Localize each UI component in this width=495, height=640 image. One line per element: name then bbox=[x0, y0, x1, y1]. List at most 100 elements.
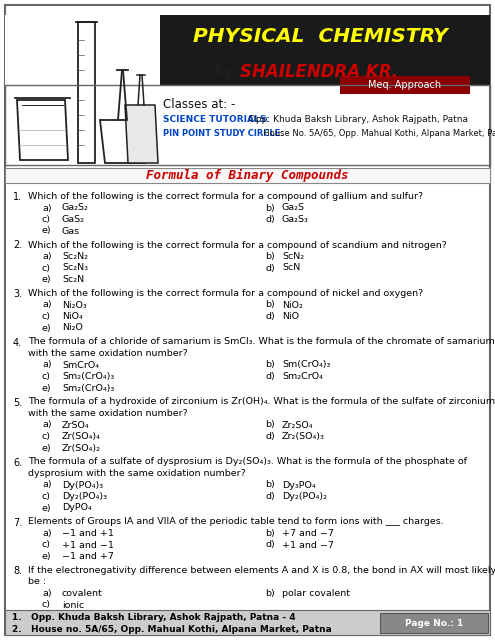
Text: e): e) bbox=[42, 323, 51, 333]
Text: c): c) bbox=[42, 541, 51, 550]
Text: Ni₂O₃: Ni₂O₃ bbox=[62, 301, 87, 310]
Text: Sc₂N: Sc₂N bbox=[62, 275, 84, 284]
Text: +1 and −7: +1 and −7 bbox=[282, 541, 334, 550]
Text: a): a) bbox=[42, 252, 51, 261]
Text: a): a) bbox=[42, 360, 51, 369]
Text: 8.: 8. bbox=[13, 566, 22, 576]
Text: Classes at: -: Classes at: - bbox=[163, 99, 236, 111]
Text: d): d) bbox=[265, 312, 275, 321]
Text: covalent: covalent bbox=[62, 589, 103, 598]
Text: a): a) bbox=[42, 301, 51, 310]
Text: If the electronegativity difference between elements A and X is 0.8, the bond in: If the electronegativity difference betw… bbox=[28, 566, 495, 575]
Text: Zr(SO₄)₂: Zr(SO₄)₂ bbox=[62, 444, 101, 452]
Text: Opp. Khuda Baksh Library, Ashok Rajpath, Patna: Opp. Khuda Baksh Library, Ashok Rajpath,… bbox=[246, 115, 468, 125]
Text: The formula of a chloride of samarium is SmCl₃. What is the formula of the chrom: The formula of a chloride of samarium is… bbox=[28, 337, 495, 346]
Text: b): b) bbox=[265, 360, 275, 369]
Text: ZrSO₄: ZrSO₄ bbox=[62, 420, 90, 429]
Text: a): a) bbox=[42, 589, 51, 598]
Text: a): a) bbox=[42, 529, 51, 538]
Text: a): a) bbox=[42, 420, 51, 429]
Text: b): b) bbox=[265, 481, 275, 490]
Text: ScN: ScN bbox=[282, 264, 300, 273]
Text: d): d) bbox=[265, 264, 275, 273]
Text: b): b) bbox=[265, 529, 275, 538]
Text: b): b) bbox=[265, 589, 275, 598]
Text: 3.: 3. bbox=[13, 289, 22, 299]
Text: c): c) bbox=[42, 312, 51, 321]
Bar bbox=[5, 15, 490, 85]
Bar bbox=[380, 613, 488, 633]
Text: d): d) bbox=[265, 215, 275, 224]
Text: +1 and −1: +1 and −1 bbox=[62, 541, 114, 550]
Text: Ga₂S: Ga₂S bbox=[282, 204, 305, 212]
Text: 4.: 4. bbox=[13, 337, 22, 348]
Text: Sm₂CrO₄: Sm₂CrO₄ bbox=[282, 372, 323, 381]
Text: NiO: NiO bbox=[282, 312, 299, 321]
Text: polar covalent: polar covalent bbox=[282, 589, 350, 598]
Text: −1 and +7: −1 and +7 bbox=[62, 552, 114, 561]
Text: b): b) bbox=[265, 420, 275, 429]
Text: with the same oxidation number?: with the same oxidation number? bbox=[28, 409, 188, 418]
Text: SHAILENDRA KR.: SHAILENDRA KR. bbox=[240, 63, 398, 81]
Text: d): d) bbox=[265, 492, 275, 501]
Text: 2.: 2. bbox=[13, 241, 22, 250]
Text: Zr₂SO₄: Zr₂SO₄ bbox=[282, 420, 313, 429]
Text: Dy₂(PO₄)₃: Dy₂(PO₄)₃ bbox=[62, 492, 107, 501]
Text: c): c) bbox=[42, 492, 51, 501]
Text: 5.: 5. bbox=[13, 397, 22, 408]
Text: e): e) bbox=[42, 383, 51, 392]
Polygon shape bbox=[100, 120, 145, 163]
Text: b): b) bbox=[265, 204, 275, 212]
Text: c): c) bbox=[42, 600, 51, 609]
Text: House No. 5A/65, Opp. Mahual Kothi, Alpana Market, Patna: House No. 5A/65, Opp. Mahual Kothi, Alpa… bbox=[258, 129, 495, 138]
Text: +7 and −7: +7 and −7 bbox=[282, 529, 334, 538]
Text: Formula of Binary Compounds: Formula of Binary Compounds bbox=[146, 169, 348, 182]
Text: b): b) bbox=[265, 301, 275, 310]
Text: d): d) bbox=[265, 432, 275, 441]
Text: SCIENCE TUTORIALS:: SCIENCE TUTORIALS: bbox=[163, 115, 270, 125]
Text: NiO₂: NiO₂ bbox=[282, 301, 303, 310]
Text: e): e) bbox=[42, 552, 51, 561]
Bar bbox=[340, 76, 470, 94]
Polygon shape bbox=[17, 100, 68, 160]
Text: The formula of a sulfate of dysprosium is Dy₂(SO₄)₃. What is the formula of the : The formula of a sulfate of dysprosium i… bbox=[28, 458, 467, 467]
Text: c): c) bbox=[42, 372, 51, 381]
Text: d): d) bbox=[265, 541, 275, 550]
Text: with the same oxidation number?: with the same oxidation number? bbox=[28, 349, 188, 358]
Text: Sm₂(CrO₄)₃: Sm₂(CrO₄)₃ bbox=[62, 383, 114, 392]
Text: Ga₂S₂: Ga₂S₂ bbox=[62, 204, 89, 212]
Text: e): e) bbox=[42, 504, 51, 513]
Text: e): e) bbox=[42, 275, 51, 284]
Text: d): d) bbox=[265, 372, 275, 381]
Text: ionic: ionic bbox=[62, 600, 84, 609]
Text: e): e) bbox=[42, 227, 51, 236]
Bar bbox=[5, 85, 160, 165]
Text: dysprosium with the same oxidation number?: dysprosium with the same oxidation numbe… bbox=[28, 469, 246, 478]
Text: Sc₂N₂: Sc₂N₂ bbox=[62, 252, 88, 261]
Text: Elements of Groups IA and VIIA of the periodic table tend to form ions with ___ : Elements of Groups IA and VIIA of the pe… bbox=[28, 518, 444, 527]
Text: Sm(CrO₄)₃: Sm(CrO₄)₃ bbox=[282, 360, 330, 369]
Text: Ni₂O: Ni₂O bbox=[62, 323, 83, 333]
Text: a): a) bbox=[42, 481, 51, 490]
Text: Which of the following is the correct formula for a compound of nickel and oxyge: Which of the following is the correct fo… bbox=[28, 289, 423, 298]
Bar bbox=[5, 15, 160, 165]
Bar bbox=[5, 610, 490, 635]
Text: ScN₂: ScN₂ bbox=[282, 252, 304, 261]
Text: e): e) bbox=[42, 444, 51, 452]
Text: Zr₂(SO₄)₃: Zr₂(SO₄)₃ bbox=[282, 432, 325, 441]
Text: Ga₂S₃: Ga₂S₃ bbox=[282, 215, 309, 224]
Text: a): a) bbox=[42, 204, 51, 212]
Text: Which of the following is the correct formula for a compound of scandium and nit: Which of the following is the correct fo… bbox=[28, 241, 447, 250]
Text: Sc₂N₃: Sc₂N₃ bbox=[62, 264, 88, 273]
Text: b): b) bbox=[265, 252, 275, 261]
Text: c): c) bbox=[42, 264, 51, 273]
Text: −1 and +1: −1 and +1 bbox=[62, 529, 114, 538]
Text: Dy₃PO₄: Dy₃PO₄ bbox=[282, 481, 316, 490]
Bar bbox=[5, 168, 490, 183]
Text: 7.: 7. bbox=[13, 518, 22, 527]
Text: c): c) bbox=[42, 432, 51, 441]
Text: be :: be : bbox=[28, 577, 46, 586]
Text: Gas: Gas bbox=[62, 227, 80, 236]
Text: 1.: 1. bbox=[13, 192, 22, 202]
Text: 6.: 6. bbox=[13, 458, 22, 467]
